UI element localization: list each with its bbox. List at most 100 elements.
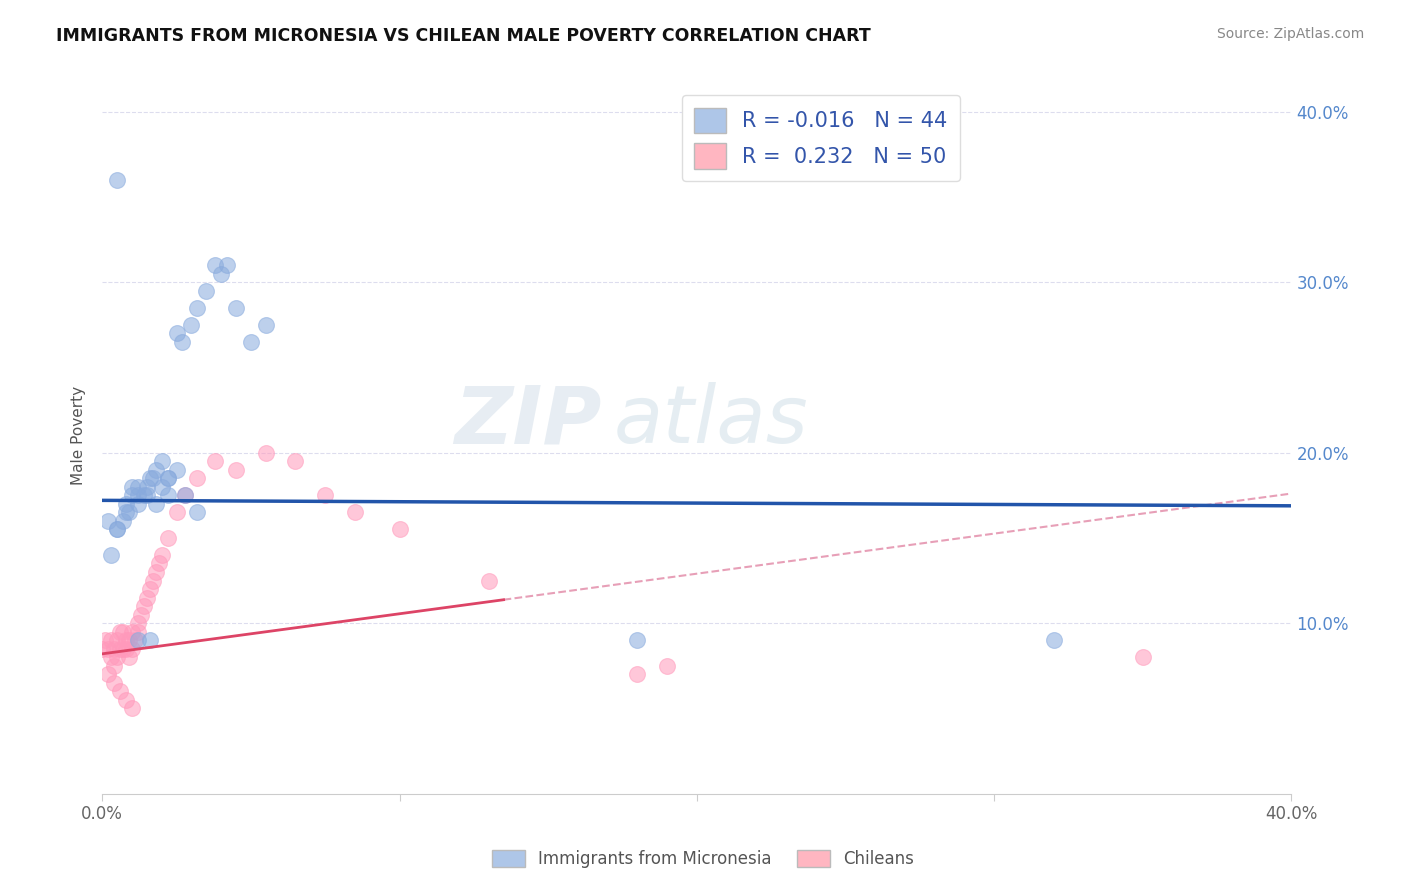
Point [127, 616, 149, 631]
Point [186, 471, 208, 485]
Point [186, 301, 208, 315]
Point [118, 505, 141, 519]
Point [166, 326, 188, 341]
Point [103, 658, 125, 673]
Point [166, 463, 188, 477]
Point [204, 454, 226, 468]
Text: IMMIGRANTS FROM MICRONESIA VS CHILEAN MALE POVERTY CORRELATION CHART: IMMIGRANTS FROM MICRONESIA VS CHILEAN MA… [56, 27, 870, 45]
Point [127, 488, 149, 502]
Point [180, 318, 202, 332]
Point [108, 641, 131, 656]
Point [127, 633, 149, 648]
Point [186, 505, 208, 519]
Point [204, 258, 226, 272]
Point [111, 514, 134, 528]
Legend: Immigrants from Micronesia, Chileans: Immigrants from Micronesia, Chileans [485, 843, 921, 875]
Point [156, 471, 179, 485]
Point [91, 641, 114, 656]
Point [626, 633, 648, 648]
Point [105, 633, 128, 648]
Point [100, 633, 122, 648]
Point [1042, 633, 1064, 648]
Point [145, 565, 167, 579]
Point [100, 548, 122, 562]
Point [103, 641, 125, 656]
Point [121, 641, 143, 656]
Point [108, 684, 131, 698]
Point [121, 701, 143, 715]
Point [343, 505, 366, 519]
Point [239, 334, 262, 349]
Point [132, 599, 155, 613]
Point [111, 624, 134, 639]
Point [150, 454, 173, 468]
Point [139, 471, 162, 485]
Text: ZIP: ZIP [454, 383, 602, 460]
Point [142, 471, 165, 485]
Point [97, 641, 120, 656]
Point [195, 284, 218, 298]
Point [127, 497, 149, 511]
Point [1132, 650, 1154, 665]
Point [254, 445, 277, 459]
Point [225, 463, 247, 477]
Point [314, 488, 336, 502]
Point [135, 488, 157, 502]
Point [100, 650, 122, 665]
Point [105, 650, 128, 665]
Point [115, 641, 138, 656]
Point [115, 505, 138, 519]
Point [174, 488, 197, 502]
Point [225, 301, 247, 315]
Point [103, 676, 125, 690]
Point [121, 488, 143, 502]
Point [156, 531, 179, 545]
Point [129, 607, 152, 622]
Point [209, 267, 232, 281]
Point [156, 471, 179, 485]
Point [127, 480, 149, 494]
Point [150, 480, 173, 494]
Text: Source: ZipAtlas.com: Source: ZipAtlas.com [1216, 27, 1364, 41]
Point [105, 173, 128, 187]
Point [115, 633, 138, 648]
Point [150, 548, 173, 562]
Point [111, 641, 134, 656]
Point [127, 624, 149, 639]
Point [105, 522, 128, 536]
Point [148, 557, 170, 571]
Point [145, 497, 167, 511]
Point [284, 454, 307, 468]
Point [139, 582, 162, 596]
Y-axis label: Male Poverty: Male Poverty [72, 386, 86, 485]
Point [254, 318, 277, 332]
Point [108, 624, 131, 639]
Point [174, 488, 197, 502]
Point [118, 633, 141, 648]
Point [655, 658, 678, 673]
Point [97, 514, 120, 528]
Point [97, 667, 120, 681]
Point [166, 505, 188, 519]
Point [105, 522, 128, 536]
Point [172, 334, 194, 349]
Text: atlas: atlas [613, 383, 808, 460]
Point [388, 522, 411, 536]
Point [121, 624, 143, 639]
Point [115, 693, 138, 707]
Point [478, 574, 501, 588]
Point [145, 463, 167, 477]
Point [132, 488, 155, 502]
Point [139, 633, 162, 648]
Point [135, 591, 157, 605]
Point [118, 650, 141, 665]
Legend: R = -0.016   N = 44, R =  0.232   N = 50: R = -0.016 N = 44, R = 0.232 N = 50 [682, 95, 960, 181]
Point [217, 258, 239, 272]
Point [115, 497, 138, 511]
Point [156, 488, 179, 502]
Point [94, 633, 117, 648]
Point [124, 633, 146, 648]
Point [142, 574, 165, 588]
Point [121, 480, 143, 494]
Point [626, 667, 648, 681]
